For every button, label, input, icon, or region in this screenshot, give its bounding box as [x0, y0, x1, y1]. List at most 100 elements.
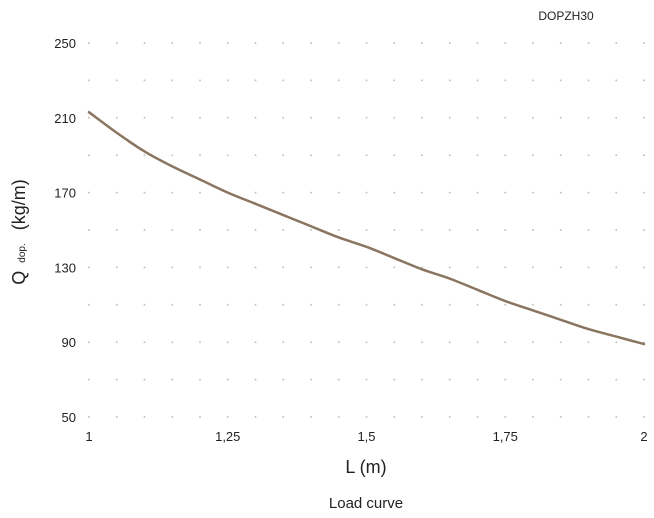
grid-dot	[615, 378, 618, 381]
grid-dot	[476, 229, 479, 231]
grid-dot	[171, 154, 174, 157]
grid-dot	[115, 79, 118, 82]
grid-dot	[143, 154, 146, 157]
grid-dot	[199, 266, 201, 269]
grid-dot	[254, 341, 257, 344]
grid-dot	[226, 266, 229, 269]
grid-dot	[88, 303, 90, 306]
grid-dot	[337, 416, 340, 418]
grid-dot	[199, 378, 201, 381]
grid-dot	[476, 116, 479, 119]
grid-dot	[115, 229, 118, 231]
grid-dot	[199, 416, 201, 418]
grid-dot	[282, 416, 285, 418]
grid-dot	[504, 378, 507, 381]
grid-dot	[587, 42, 590, 44]
grid-dot	[421, 42, 423, 44]
grid-dot	[615, 416, 618, 418]
grid-dot	[504, 191, 507, 194]
grid-dot	[310, 79, 312, 82]
grid-dot	[643, 191, 645, 194]
grid-dot	[199, 79, 201, 82]
grid-dot	[115, 303, 118, 306]
grid-dot	[587, 116, 590, 119]
grid-dot	[393, 416, 396, 418]
grid-dot	[143, 191, 146, 194]
y-axis-title-unit: (kg/m)	[9, 179, 29, 230]
x-axis-ticks: 1 1,25 1,5 1,75 2	[85, 429, 647, 444]
grid-dot	[587, 191, 590, 194]
grid-dot	[115, 266, 118, 269]
grid-dot	[559, 191, 562, 194]
grid-dot	[448, 229, 451, 231]
grid-dot	[448, 303, 451, 306]
grid-dot	[115, 191, 118, 194]
grid-dot	[643, 116, 645, 119]
grid-dot	[310, 116, 312, 119]
grid-dot	[559, 266, 562, 269]
grid-dot	[226, 416, 229, 418]
grid-dot	[615, 303, 618, 306]
grid-dot	[310, 341, 312, 344]
grid-dot	[448, 341, 451, 344]
grid-dot	[310, 229, 312, 231]
grid-dot	[421, 416, 423, 418]
grid-dot	[282, 229, 285, 231]
grid-dot	[171, 266, 174, 269]
grid-dot	[393, 303, 396, 306]
grid-dot	[88, 416, 90, 418]
grid-dot	[532, 229, 534, 231]
grid-dot	[254, 116, 257, 119]
y-tick-label: 170	[54, 186, 76, 201]
grid-dot	[476, 341, 479, 344]
grid-dot	[643, 303, 645, 306]
grid-dot	[448, 79, 451, 82]
grid-dot	[88, 266, 90, 269]
grid-dot	[226, 303, 229, 306]
grid-dot	[199, 229, 201, 231]
grid-dot	[365, 266, 368, 269]
grid-dot	[143, 116, 146, 119]
grid-dot	[88, 229, 90, 231]
grid-dot	[476, 79, 479, 82]
grid-dot	[504, 416, 507, 418]
grid-dot	[448, 378, 451, 381]
grid-dot	[226, 341, 229, 344]
grid-dot	[254, 154, 257, 157]
grid-dot	[532, 266, 534, 269]
grid-dot	[532, 79, 534, 82]
grid-dot	[476, 154, 479, 157]
grid-dot	[587, 378, 590, 381]
grid-dot	[615, 266, 618, 269]
grid-dot	[365, 42, 368, 44]
grid-dot	[143, 266, 146, 269]
grid-dot	[615, 191, 618, 194]
grid-dot	[282, 116, 285, 119]
grid-dot	[365, 303, 368, 306]
grid-dot	[532, 191, 534, 194]
grid-dot	[115, 341, 118, 344]
grid-dot	[88, 154, 90, 157]
grid-dot	[476, 266, 479, 269]
grid-dot	[421, 303, 423, 306]
grid-dot	[393, 79, 396, 82]
grid-dot	[365, 229, 368, 231]
grid-dot	[365, 79, 368, 82]
grid-dot	[532, 42, 534, 44]
grid-dot	[587, 266, 590, 269]
grid-dot	[393, 116, 396, 119]
grid-dot	[115, 154, 118, 157]
y-axis-title-main: Q	[9, 271, 29, 285]
grid-dot	[226, 116, 229, 119]
grid-dot	[615, 116, 618, 119]
grid-dot	[448, 154, 451, 157]
chart-caption: Load curve	[329, 495, 403, 512]
grid-dot	[421, 154, 423, 157]
grid-dot	[337, 229, 340, 231]
grid-dot	[115, 378, 118, 381]
grid-dot	[532, 416, 534, 418]
grid-dot	[615, 42, 618, 44]
grid-dot	[254, 79, 257, 82]
grid-dot	[337, 79, 340, 82]
